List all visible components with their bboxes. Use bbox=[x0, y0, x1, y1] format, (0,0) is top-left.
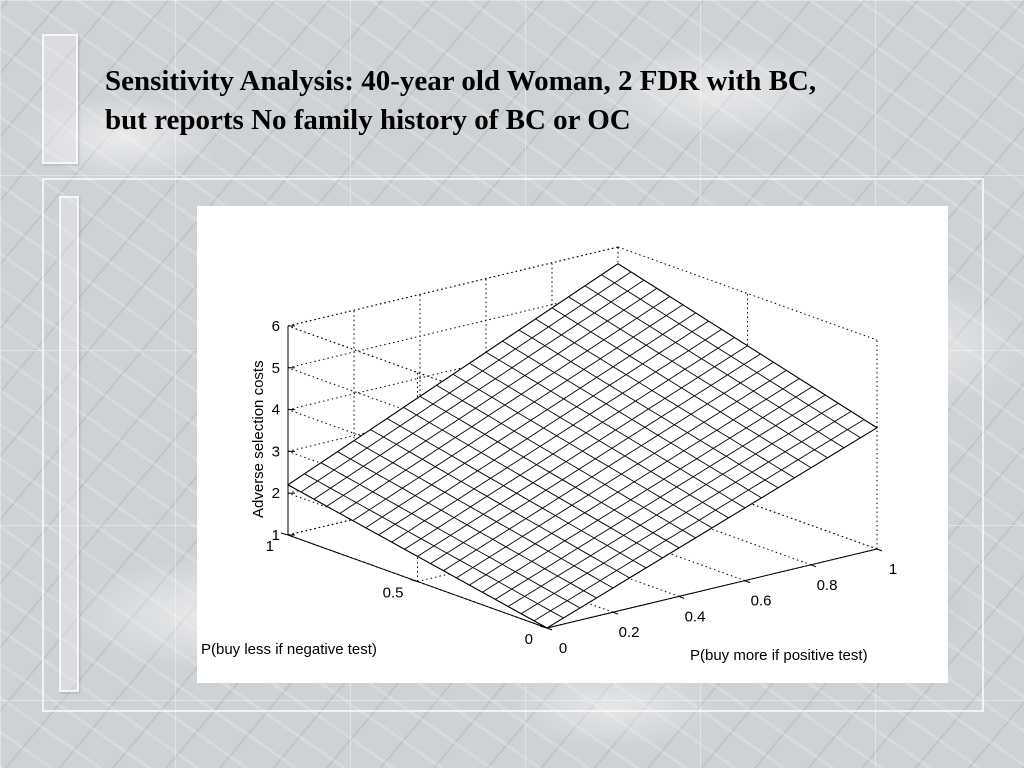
mesh-line-y bbox=[533, 419, 865, 622]
mesh-line-y bbox=[300, 271, 632, 493]
y-tick-label: 1 bbox=[266, 538, 274, 555]
mesh-line-y bbox=[507, 402, 839, 607]
slide-title: Sensitivity Analysis: 40-year old Woman,… bbox=[105, 62, 985, 140]
mesh-line-y bbox=[443, 361, 774, 572]
x-tick-label: 0.2 bbox=[619, 624, 640, 641]
mesh-line-y bbox=[352, 304, 684, 521]
mesh-line-y bbox=[339, 296, 671, 514]
x-tick-mark bbox=[876, 548, 883, 552]
x-axis-line bbox=[546, 548, 878, 629]
surface-mesh bbox=[287, 263, 878, 629]
z-tick-label: 2 bbox=[272, 485, 280, 502]
z-tick-label: 5 bbox=[272, 360, 280, 377]
mesh-line-y bbox=[546, 427, 878, 629]
surface-face bbox=[287, 263, 878, 629]
grid-line-x-floor bbox=[419, 502, 680, 597]
z-tick-label: 1 bbox=[272, 527, 280, 544]
chart-figure: 0 0.2 0.4 0.6 0.8 1 0 0.5 1 1 2 3 4 5 6 P(buy more if … bbox=[197, 206, 948, 683]
mesh-line-y bbox=[313, 279, 645, 500]
z-tick-label: 3 bbox=[272, 443, 280, 460]
mesh-line-y bbox=[404, 337, 735, 550]
mesh-line-y bbox=[287, 263, 619, 486]
y-tick-mark bbox=[280, 532, 289, 536]
mesh-line-y bbox=[391, 328, 722, 543]
grid-line-x-floor bbox=[551, 471, 812, 566]
x-tick-label: 0.8 bbox=[817, 577, 838, 594]
slide-title-line-1: Sensitivity Analysis: 40-year old Woman,… bbox=[105, 65, 817, 97]
mesh-line-y bbox=[469, 378, 800, 586]
decorative-frame bbox=[42, 178, 984, 712]
x-tick-mark bbox=[612, 611, 619, 615]
y-tick-mark bbox=[539, 625, 548, 629]
y-tick-label: 0.5 bbox=[383, 585, 404, 602]
mesh-line-y bbox=[482, 386, 813, 593]
mesh-line-y bbox=[417, 345, 748, 557]
mesh-line-y bbox=[365, 312, 696, 529]
mesh-line-y bbox=[520, 411, 852, 615]
x-tick-label: 0.4 bbox=[685, 608, 706, 625]
z-axis-label: Adverse selection costs bbox=[250, 360, 267, 518]
decorative-bar-side bbox=[59, 196, 79, 692]
mesh-line-y bbox=[378, 320, 709, 536]
mesh-line-x bbox=[617, 263, 878, 429]
x-tick-mark bbox=[678, 595, 685, 599]
x-axis-label: P(buy more if positive test) bbox=[690, 647, 868, 664]
tick-marks bbox=[280, 325, 883, 631]
mesh-line-y bbox=[494, 394, 826, 600]
mesh-line-x bbox=[287, 484, 548, 629]
mesh-line-y bbox=[430, 353, 761, 564]
mesh-line-y bbox=[456, 370, 787, 579]
x-tick-mark bbox=[744, 580, 751, 584]
x-tick-label: 0 bbox=[559, 640, 567, 657]
mesh-line-y bbox=[326, 287, 658, 507]
grid-line-x-floor bbox=[617, 455, 878, 550]
z-tick-label: 6 bbox=[272, 318, 280, 335]
z-tick-label: 4 bbox=[272, 402, 280, 419]
x-tick-mark bbox=[546, 627, 553, 631]
decorative-bar-top bbox=[42, 34, 78, 164]
slide-title-line-2: but reports No family history of BC or O… bbox=[105, 104, 631, 136]
grid-line-x-floor bbox=[485, 487, 746, 582]
y-tick-label: 0 bbox=[525, 631, 533, 648]
y-axis-label: P(buy less if negative test) bbox=[201, 641, 377, 658]
y-tick-mark bbox=[410, 579, 418, 582]
right-top-edge bbox=[617, 246, 878, 341]
x-tick-label: 0.6 bbox=[751, 593, 772, 610]
x-tick-label: 1 bbox=[889, 561, 897, 578]
x-tick-mark bbox=[810, 564, 817, 568]
